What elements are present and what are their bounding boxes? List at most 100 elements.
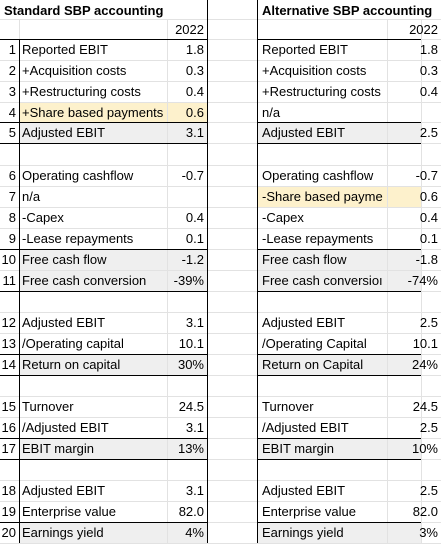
- right-row-value[interactable]: 24%: [411, 357, 438, 372]
- border-line-right: [257, 122, 421, 123]
- row-number: 10: [1, 252, 16, 267]
- left-row-value[interactable]: 3.1: [185, 483, 204, 498]
- left-row-label[interactable]: /Adjusted EBIT: [22, 420, 109, 435]
- result-row-bg-left: [20, 122, 207, 143]
- right-row-label[interactable]: Earnings yield: [262, 525, 344, 540]
- right-row-label[interactable]: Return on Capital: [262, 357, 364, 372]
- left-year-header: 2022: [175, 22, 204, 37]
- left-row-value[interactable]: 24.5: [178, 399, 204, 414]
- right-row-value[interactable]: 0.4: [419, 210, 438, 225]
- right-row-label[interactable]: EBIT margin: [262, 441, 335, 456]
- border-line-right: [257, 291, 421, 292]
- gridline-vertical: [387, 19, 388, 543]
- left-row-value[interactable]: 3.1: [185, 420, 204, 435]
- border-line-left: [0, 249, 207, 250]
- right-row-label[interactable]: Free cash conversioı: [262, 273, 383, 288]
- left-row-label[interactable]: +Share based payments: [22, 105, 164, 120]
- row-number: 11: [2, 273, 17, 288]
- right-row-label[interactable]: Free cash flow: [262, 252, 347, 267]
- right-row-label[interactable]: n/a: [262, 105, 281, 120]
- right-row-label[interactable]: Adjusted EBIT: [262, 125, 346, 140]
- right-row-label[interactable]: -Lease repayments: [262, 231, 374, 246]
- right-row-value[interactable]: 2.5: [419, 483, 438, 498]
- left-row-value[interactable]: 0.6: [185, 105, 204, 120]
- gridline-horizontal: [0, 396, 441, 397]
- left-row-label[interactable]: +Restructuring costs: [22, 84, 141, 99]
- right-row-value[interactable]: 0.1: [419, 231, 438, 246]
- left-row-value[interactable]: -1.2: [181, 252, 204, 267]
- left-row-label[interactable]: Earnings yield: [22, 525, 104, 540]
- right-row-label[interactable]: /Adjusted EBIT: [262, 420, 349, 435]
- right-row-label[interactable]: Turnover: [262, 399, 314, 414]
- right-row-value[interactable]: 2.5: [419, 125, 438, 140]
- left-row-value[interactable]: 4%: [185, 525, 204, 540]
- right-row-label[interactable]: Adjusted EBIT: [262, 483, 346, 498]
- left-row-label[interactable]: Operating cashflow: [22, 168, 134, 183]
- border-line-left: [0, 438, 207, 439]
- right-row-value[interactable]: 10%: [411, 441, 438, 456]
- right-row-label[interactable]: -Capex: [262, 210, 304, 225]
- left-row-value[interactable]: 82.0: [178, 504, 204, 519]
- right-row-value[interactable]: [388, 102, 438, 123]
- right-row-label[interactable]: Operating cashflow: [262, 168, 374, 183]
- left-row-value[interactable]: 3.1: [185, 125, 204, 140]
- left-row-label[interactable]: Return on capital: [22, 357, 121, 372]
- right-row-label[interactable]: /Operating Capital: [262, 336, 367, 351]
- right-row-value[interactable]: 2.5: [419, 420, 438, 435]
- right-row-value[interactable]: 0.3: [419, 63, 438, 78]
- left-row-value[interactable]: 3.1: [185, 315, 204, 330]
- right-row-value[interactable]: -74%: [407, 273, 438, 288]
- result-row-bg-right: [258, 122, 421, 143]
- right-row-value[interactable]: 0.4: [419, 84, 438, 99]
- right-row-label[interactable]: Adjusted EBIT: [262, 315, 346, 330]
- left-row-value[interactable]: 10.1: [178, 336, 204, 351]
- result-row-bg-left: [20, 249, 207, 270]
- left-row-label[interactable]: -Capex: [22, 210, 64, 225]
- right-row-value[interactable]: 24.5: [412, 399, 438, 414]
- left-row-label[interactable]: -Lease repayments: [22, 231, 134, 246]
- left-row-value[interactable]: 30%: [177, 357, 204, 372]
- right-row-value[interactable]: 10.1: [412, 336, 438, 351]
- left-row-label[interactable]: /Operating capital: [22, 336, 124, 351]
- left-row-value[interactable]: -0.7: [181, 168, 204, 183]
- left-row-label[interactable]: Adjusted EBIT: [22, 483, 106, 498]
- right-row-label[interactable]: +Acquisition costs: [262, 63, 367, 78]
- row-number: 6: [8, 168, 16, 183]
- left-row-label[interactable]: n/a: [22, 189, 41, 204]
- row-number: 17: [1, 441, 16, 456]
- left-row-label[interactable]: Free cash flow: [22, 252, 107, 267]
- right-row-label[interactable]: Enterprise value: [262, 504, 356, 519]
- left-row-label[interactable]: Free cash conversion: [22, 273, 147, 288]
- left-row-label[interactable]: Adjusted EBIT: [22, 315, 106, 330]
- right-row-label[interactable]: +Restructuring costs: [262, 84, 381, 99]
- gridline-horizontal: [0, 249, 441, 250]
- right-row-label[interactable]: -Share based payme: [262, 189, 383, 204]
- left-row-value[interactable]: 0.1: [185, 231, 204, 246]
- left-row-label[interactable]: Turnover: [22, 399, 74, 414]
- right-row-value[interactable]: 3%: [419, 525, 438, 540]
- left-row-label[interactable]: Reported EBIT: [22, 42, 108, 57]
- right-row-value[interactable]: 2.5: [419, 315, 438, 330]
- left-row-value[interactable]: 0.4: [185, 84, 204, 99]
- left-row-value[interactable]: -39%: [173, 273, 204, 288]
- left-row-label[interactable]: +Acquisition costs: [22, 63, 127, 78]
- left-row-value[interactable]: 13%: [177, 441, 204, 456]
- left-row-value[interactable]: 0.3: [185, 63, 204, 78]
- right-year-header: 2022: [409, 22, 438, 37]
- right-row-value[interactable]: 0.6: [419, 189, 438, 204]
- right-row-value[interactable]: -1.8: [415, 252, 438, 267]
- border-line-right: [257, 39, 421, 40]
- left-row-value[interactable]: [168, 186, 204, 207]
- right-row-value[interactable]: 82.0: [412, 504, 438, 519]
- left-row-label[interactable]: Enterprise value: [22, 504, 116, 519]
- left-row-label[interactable]: EBIT margin: [22, 441, 95, 456]
- left-row-value[interactable]: 1.8: [185, 42, 204, 57]
- gridline-horizontal: [0, 186, 441, 187]
- right-row-label[interactable]: Reported EBIT: [262, 42, 348, 57]
- right-table-title: Alternative SBP accounting: [262, 3, 433, 18]
- row-number: 14: [1, 357, 16, 372]
- right-row-value[interactable]: -0.7: [415, 168, 438, 183]
- left-row-value[interactable]: 0.4: [185, 210, 204, 225]
- right-row-value[interactable]: 1.8: [419, 42, 438, 57]
- left-row-label[interactable]: Adjusted EBIT: [22, 125, 106, 140]
